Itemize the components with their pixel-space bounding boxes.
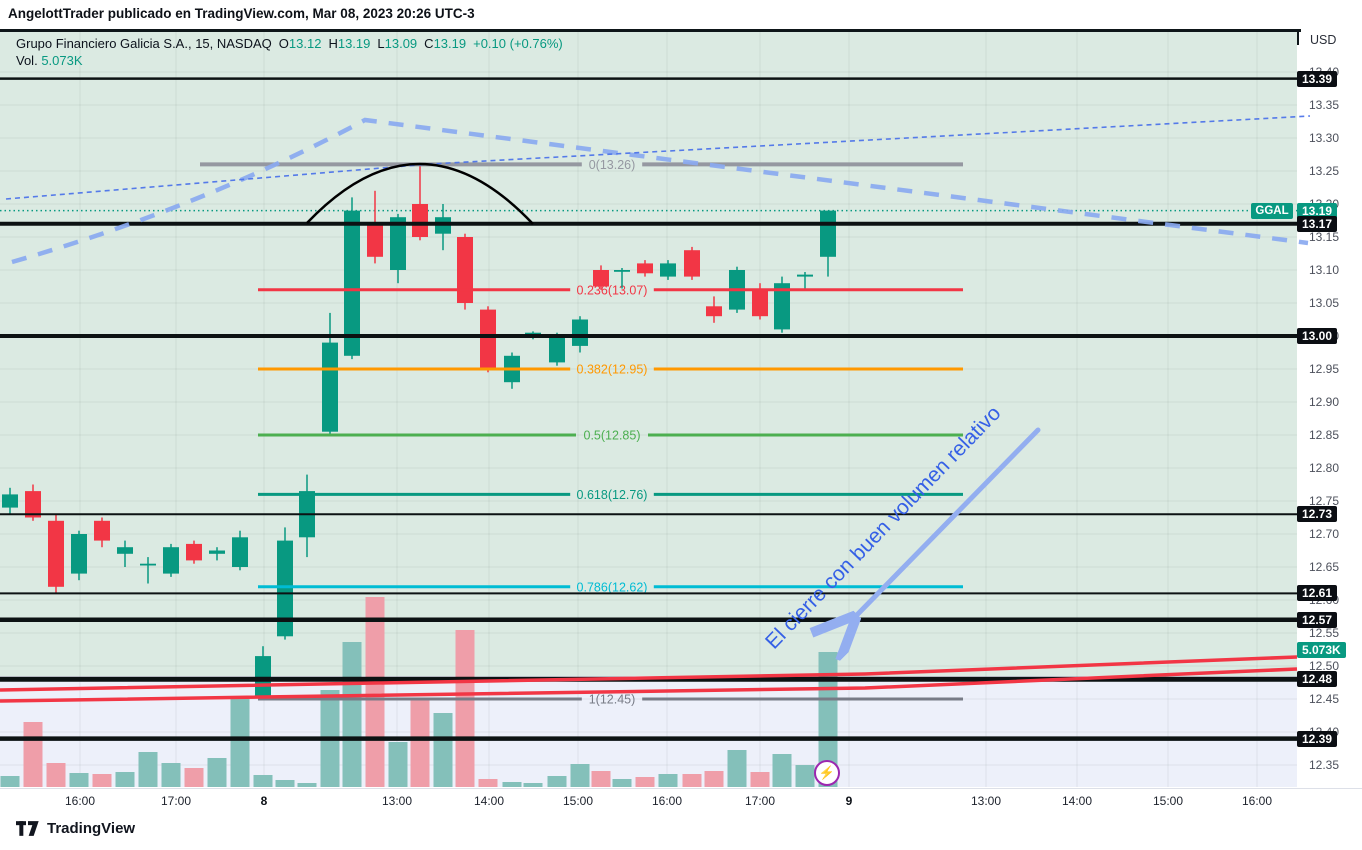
chart-top-border [0, 29, 1301, 32]
price-badge-12.73: 12.73 [1297, 506, 1338, 523]
price-tick: 12.75 [1309, 494, 1340, 508]
volume-bars [0, 597, 838, 787]
time-label: 15:00 [1152, 794, 1184, 808]
tradingview-brand-text: TradingView [47, 820, 136, 837]
price-tick: 13.30 [1309, 131, 1340, 145]
time-label: 16:00 [64, 794, 96, 808]
price-tick: 12.65 [1309, 560, 1340, 574]
price-tick: 12.55 [1309, 626, 1340, 640]
legend-ohlc-item: H13.19 [328, 36, 371, 51]
legend-vol-value: 5.073K [41, 53, 83, 68]
price-tick: 13.10 [1309, 263, 1340, 277]
time-label: 14:00 [1061, 794, 1093, 808]
price-badge-12.61: 12.61 [1297, 585, 1338, 602]
price-tick: 12.50 [1309, 659, 1340, 673]
price-badge-13.39: 13.39 [1297, 70, 1338, 87]
price-tick: 12.70 [1309, 527, 1340, 541]
lightning-icon: ⚡ [814, 760, 840, 786]
attribution-text: AngelottTrader publicado en TradingView.… [8, 6, 475, 21]
legend-ohlc-item: O13.12 [278, 36, 322, 51]
legend-ohlc-item: L13.09 [377, 36, 418, 51]
arc-annotation [306, 162, 534, 225]
svg-text:0.5(12.85): 0.5(12.85) [584, 429, 641, 443]
svg-text:1(12.45): 1(12.45) [589, 693, 636, 707]
time-label: 9 [845, 794, 853, 808]
time-label: 13:00 [381, 794, 413, 808]
price-badge-13.19: 13.19 [1297, 202, 1338, 219]
time-label: 16:00 [1241, 794, 1273, 808]
time-label: 8 [260, 794, 268, 808]
time-label: 14:00 [473, 794, 505, 808]
price-tick: 12.85 [1309, 428, 1340, 442]
red-trendline [0, 667, 1298, 703]
price-badge-12.48: 12.48 [1297, 671, 1338, 688]
price-badge-13.17: 13.17 [1297, 215, 1338, 232]
price-badge-5.073K: 5.073K [1297, 641, 1346, 658]
symbol-price-label-chip: GGAL [1251, 203, 1293, 219]
legend-ohlc-item: C13.19 [424, 36, 467, 51]
candles [2, 164, 836, 699]
tradingview-logo[interactable]: TradingView [16, 820, 135, 837]
legend-vol-label: Vol. [16, 53, 38, 68]
dashed-trend-thick [11, 117, 1309, 265]
price-tick: 13.35 [1309, 98, 1340, 112]
time-label: 15:00 [562, 794, 594, 808]
price-tick: 12.80 [1309, 461, 1340, 475]
currency-label: USD [1310, 33, 1337, 47]
tradingview-glyph-icon [16, 821, 39, 836]
price-badge-12.57: 12.57 [1297, 611, 1338, 628]
legend-volume-line: Vol. 5.073K [16, 53, 563, 68]
price-badge-12.39: 12.39 [1297, 730, 1338, 747]
bg-upper [0, 32, 1297, 676]
time-label: 16:00 [651, 794, 683, 808]
price-tick: 13.25 [1309, 164, 1340, 178]
red-trendline [0, 655, 1298, 692]
price-tick: 12.90 [1309, 395, 1340, 409]
time-label: 13:00 [970, 794, 1002, 808]
legend-symbol-title: Grupo Financiero Galicia S.A., 15, NASDA… [16, 36, 272, 51]
annotation-arrow [852, 427, 1041, 620]
svg-text:0.618(12.76): 0.618(12.76) [577, 488, 648, 502]
axis-top-tick [1297, 29, 1299, 45]
time-label: 17:00 [160, 794, 192, 808]
time-label: 17:00 [744, 794, 776, 808]
price-tick: 13.15 [1309, 230, 1340, 244]
svg-text:0.382(12.95): 0.382(12.95) [577, 363, 648, 377]
price-tick: 12.95 [1309, 362, 1340, 376]
time-axis[interactable]: 16:00 17:00 8 13:00 14:00 15:00 16:00 17:00 9 13:… [0, 788, 1362, 813]
svg-text:0(13.26): 0(13.26) [589, 158, 636, 172]
chart-legend: Grupo Financiero Galicia S.A., 15, NASDA… [16, 36, 563, 68]
price-tick: 12.35 [1309, 758, 1340, 772]
legend-ohlc-values: O13.12 H13.19 L13.09 C13.19 [272, 36, 466, 51]
legend-change: +0.10 (+0.76%) [473, 36, 563, 51]
price-tick: 12.45 [1309, 692, 1340, 706]
legend-symbol-line: Grupo Financiero Galicia S.A., 15, NASDA… [16, 36, 563, 51]
price-tick: 13.05 [1309, 296, 1340, 310]
svg-text:0.236(13.07): 0.236(13.07) [577, 283, 648, 297]
svg-text:0.786(12.62): 0.786(12.62) [577, 580, 648, 594]
price-badge-13.00: 13.00 [1297, 328, 1338, 344]
